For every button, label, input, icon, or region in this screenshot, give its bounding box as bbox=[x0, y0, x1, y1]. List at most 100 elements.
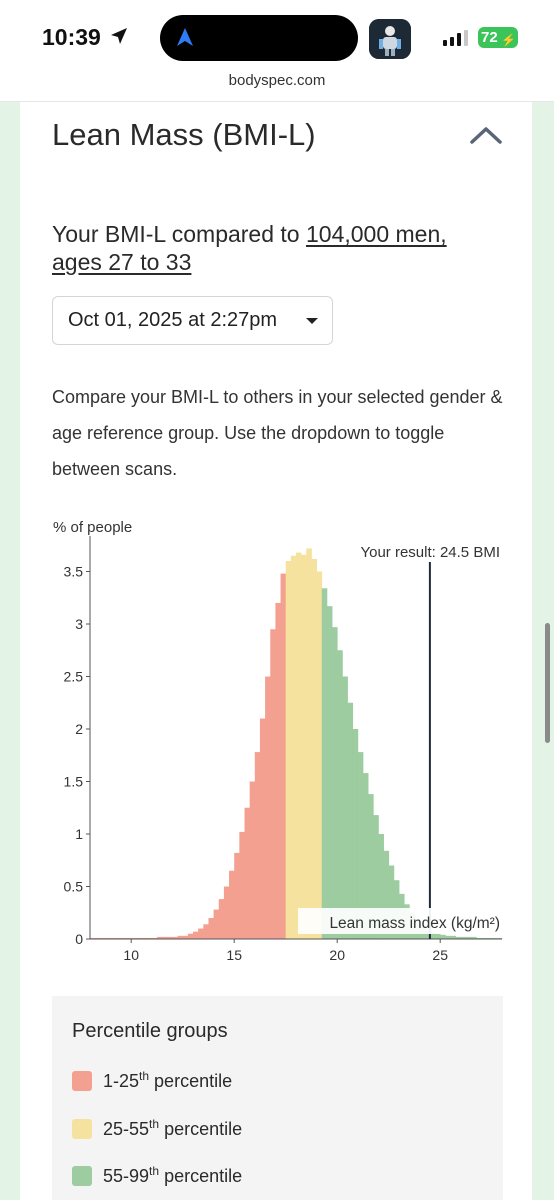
histogram-bar bbox=[465, 936, 472, 939]
histogram-bar bbox=[265, 676, 271, 939]
comparison-prefix: Your BMI-L compared to bbox=[52, 221, 306, 247]
histogram-bar bbox=[332, 627, 338, 939]
histogram-bar bbox=[481, 937, 487, 939]
scrollbar[interactable] bbox=[545, 623, 550, 743]
histogram-bar bbox=[275, 603, 281, 939]
histogram-bar bbox=[388, 865, 395, 939]
histogram-bar bbox=[342, 676, 348, 939]
histogram-bar bbox=[203, 924, 209, 939]
histogram-bar bbox=[471, 936, 477, 939]
x-axis-label: Lean mass index (kg/m²) bbox=[329, 915, 500, 932]
histogram-bar bbox=[141, 937, 148, 939]
caret-down-icon bbox=[306, 318, 318, 324]
histogram-bar bbox=[496, 937, 503, 939]
clock: 10:39 bbox=[42, 24, 101, 50]
histogram-bar bbox=[362, 773, 369, 939]
histogram-bar bbox=[352, 729, 359, 939]
histogram-bar bbox=[177, 935, 184, 939]
histogram-bar bbox=[455, 936, 462, 939]
chevron-up-icon[interactable] bbox=[469, 125, 503, 145]
histogram-bar bbox=[208, 918, 214, 939]
histogram-bar bbox=[306, 548, 312, 939]
dynamic-island bbox=[160, 15, 358, 61]
legend-label: 55-99th percentile bbox=[103, 1164, 243, 1186]
histogram-bar bbox=[239, 831, 245, 939]
histogram-bar bbox=[151, 937, 158, 939]
histogram-bar bbox=[254, 752, 261, 939]
x-tick-label: 15 bbox=[226, 947, 242, 963]
histogram-bar bbox=[115, 937, 122, 939]
y-tick-label: 3.5 bbox=[64, 564, 84, 580]
legend-title: Percentile groups bbox=[72, 1020, 228, 1042]
percentile-legend: Percentile groups 1-25th percentile 25-5… bbox=[52, 996, 503, 1200]
legend-swatch-low bbox=[72, 1071, 92, 1091]
histogram-bar bbox=[249, 781, 256, 939]
histogram-bar bbox=[424, 929, 431, 939]
histogram-bar bbox=[172, 936, 178, 939]
histogram-bar bbox=[146, 937, 153, 939]
battery-level: 72 bbox=[481, 29, 498, 46]
x-axis-label-background bbox=[298, 908, 502, 934]
histogram-bar bbox=[435, 933, 441, 939]
histogram-bar bbox=[486, 937, 493, 939]
histogram-bar bbox=[357, 752, 364, 939]
histogram-bar bbox=[244, 807, 251, 939]
navigation-icon bbox=[177, 28, 193, 46]
y-axis-label: % of people bbox=[53, 519, 132, 536]
histogram-bar bbox=[316, 571, 323, 939]
battery-icon: 72 ⚡ bbox=[478, 27, 518, 48]
histogram-bar bbox=[182, 935, 189, 939]
x-tick-label: 20 bbox=[329, 947, 345, 963]
y-tick-label: 2.5 bbox=[64, 669, 84, 685]
comparison-heading: Your BMI-L compared to 104,000 men, ages … bbox=[52, 220, 512, 276]
histogram-bar bbox=[110, 937, 117, 939]
histogram-bar bbox=[326, 606, 333, 939]
histogram-bar bbox=[131, 937, 137, 939]
x-tick-label: 10 bbox=[123, 947, 139, 963]
histogram-bar bbox=[378, 834, 384, 939]
y-tick-label: 0.5 bbox=[64, 879, 84, 895]
histogram-bar bbox=[445, 935, 451, 939]
histogram-bar bbox=[167, 936, 173, 939]
url-text: bodyspec.com bbox=[228, 72, 326, 89]
histogram-bar bbox=[259, 718, 266, 939]
histogram-bar bbox=[213, 909, 220, 939]
histogram-bar bbox=[187, 933, 194, 939]
histogram-bar bbox=[198, 928, 204, 939]
histogram-bar bbox=[383, 850, 390, 939]
age-range-link[interactable]: ages 27 to 33 bbox=[52, 249, 192, 275]
x-tick-label: 25 bbox=[432, 947, 448, 963]
reference-group-link[interactable]: 104,000 men, bbox=[305, 221, 447, 247]
y-tick-label: 3 bbox=[75, 616, 83, 632]
charging-bolt-icon: ⚡ bbox=[501, 33, 516, 47]
histogram-bar bbox=[337, 650, 343, 939]
histogram-bar bbox=[290, 555, 297, 939]
y-tick-label: 0 bbox=[75, 931, 83, 947]
bmi-l-histogram: % of people 0 0.5 1 1.5 2 2.5 3 3.5 10 15 20 25 Your … bbox=[53, 519, 503, 963]
histogram-bar bbox=[223, 886, 230, 939]
status-bar: 10:39 72 ⚡ bbox=[0, 0, 554, 72]
legend-swatch-high bbox=[72, 1166, 92, 1186]
histogram-bar bbox=[373, 815, 379, 939]
histogram-bar bbox=[491, 937, 498, 939]
scan-date-dropdown[interactable]: Oct 01, 2025 at 2:27pm bbox=[52, 296, 333, 345]
histogram-bar bbox=[476, 937, 482, 939]
histogram-bar bbox=[105, 937, 111, 939]
histogram-bar bbox=[126, 937, 132, 939]
y-tick-label: 1.5 bbox=[64, 774, 84, 790]
legend-label: 25-55th percentile bbox=[103, 1117, 243, 1139]
app-icon bbox=[369, 19, 411, 59]
legend-label: 1-25th percentile bbox=[103, 1069, 233, 1091]
histogram-bar bbox=[193, 931, 199, 939]
histogram-bar bbox=[450, 935, 457, 939]
description-text: Compare your BMI-L to others in your sel… bbox=[52, 387, 503, 479]
histogram-bar bbox=[311, 558, 317, 939]
scan-date-value: Oct 01, 2025 at 2:27pm bbox=[68, 309, 278, 331]
histogram-bar bbox=[156, 936, 163, 939]
histogram-bar bbox=[218, 899, 225, 939]
url-bar[interactable]: bodyspec.com bbox=[0, 72, 554, 102]
y-tick-label: 2 bbox=[75, 721, 83, 737]
histogram-bar bbox=[162, 936, 168, 939]
histogram-bar bbox=[285, 561, 292, 939]
histogram-bar bbox=[136, 937, 142, 939]
